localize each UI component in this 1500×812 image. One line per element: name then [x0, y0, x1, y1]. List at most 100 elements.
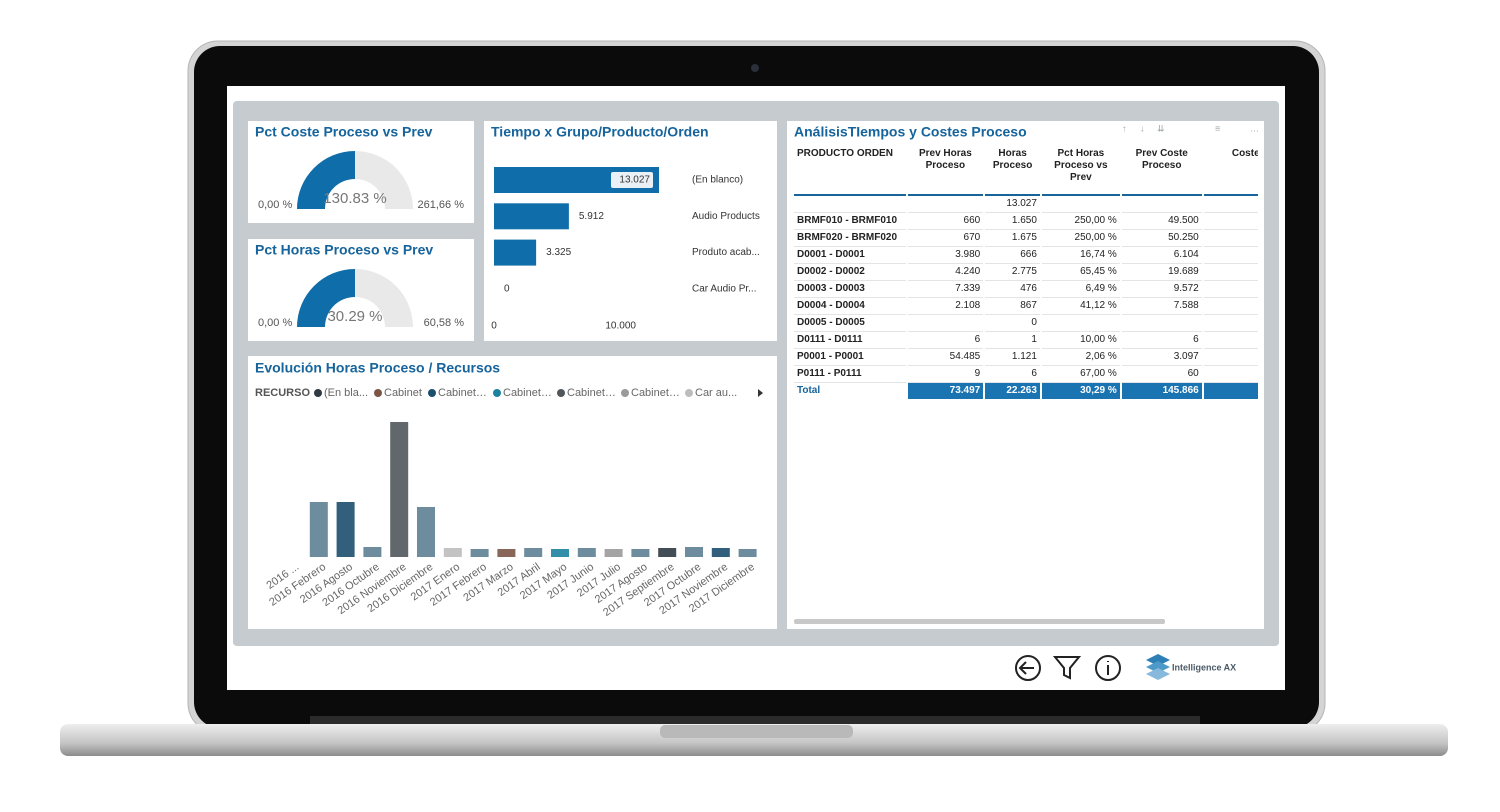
- table-cell: BRMF010 - BRMF010: [794, 213, 906, 230]
- panel: [484, 121, 777, 341]
- logo-layer: [1146, 668, 1170, 680]
- icon[interactable]: ⇊: [1157, 123, 1165, 133]
- table-cell: D0001 - D0001: [794, 247, 906, 264]
- table-cell: 49.500: [1121, 213, 1202, 230]
- table-cell: D0004 - D0004: [794, 298, 906, 315]
- table-cell: D0002 - D0002: [794, 264, 906, 281]
- table-cell: 65,45 %: [1041, 264, 1120, 281]
- column-header: PRODUCTO ORDEN: [794, 146, 906, 196]
- total-cell: Total: [797, 385, 821, 396]
- table-cell: 5.951: [1203, 247, 1258, 264]
- ribbon-column: [443, 548, 462, 557]
- legend-marker: [428, 389, 436, 397]
- table-row: D0005 - D0005 0 0: [794, 315, 1258, 332]
- legend-marker: [621, 389, 629, 397]
- table-cell: 867: [985, 298, 1040, 315]
- chart-title: Pct Coste Proceso vs Prev: [255, 124, 433, 140]
- bar: [494, 203, 569, 230]
- icon[interactable]: ↓: [1140, 123, 1145, 133]
- table-cell: 6,49 %: [1041, 281, 1120, 298]
- table-cell: 6.104: [1121, 247, 1202, 264]
- info-button[interactable]: [1095, 655, 1121, 681]
- brand-name: Intelligence AX: [1172, 662, 1236, 672]
- brand-logo: [1146, 654, 1170, 680]
- table-cell: 2.108: [907, 298, 984, 315]
- table-body: 13.02745.007BRMF010 - BRMF0106601.650250…: [794, 196, 1258, 399]
- table-cell: 50.250: [1203, 230, 1258, 247]
- legend-label: (En bla...: [324, 387, 368, 399]
- table-cell: [794, 196, 906, 213]
- category-label: Car Audio Pr...: [692, 284, 756, 295]
- table-cell: [1041, 315, 1120, 332]
- table-cell: 1.650: [985, 213, 1040, 230]
- legend-next[interactable]: [758, 389, 763, 397]
- table-cell: 4.153: [1203, 281, 1258, 298]
- visual-toolbar: ↑ ↓ ⇊ ≡ …: [1122, 123, 1259, 133]
- table-cell: P0111 - P0111: [794, 366, 906, 383]
- back-button[interactable]: [1015, 655, 1041, 681]
- data-label: 3.325: [546, 247, 571, 258]
- gauge-min-label: 0,00 %: [258, 317, 292, 329]
- total-cell: 30,29 %: [1041, 383, 1120, 399]
- column-header: Prev Horas Proceso: [907, 146, 984, 196]
- table-cell: 67,00 %: [1041, 366, 1120, 383]
- clear-filter-button[interactable]: [1052, 656, 1082, 680]
- table-cell: [907, 315, 984, 332]
- table-cell: 50.250: [1121, 230, 1202, 247]
- table-cell: 13.027: [985, 196, 1040, 213]
- table-cell: 22.089: [1203, 264, 1258, 281]
- category-label: Produto acab...: [692, 247, 760, 258]
- table-cell: 16,74 %: [1041, 247, 1120, 264]
- table-cell: 9.572: [1121, 281, 1202, 298]
- column-header: Pct Horas Proceso vs Prev: [1041, 146, 1120, 196]
- table-cell: 6: [907, 332, 984, 349]
- table-cell: 45.007: [1203, 196, 1258, 213]
- table-cell: 250,00 %: [1041, 213, 1120, 230]
- ribbon-column: [390, 422, 409, 557]
- table-cell: 2,06 %: [1041, 349, 1120, 366]
- table-cell: 4.240: [907, 264, 984, 281]
- gauge-value-label: 130.83 %: [323, 190, 386, 207]
- table-cell: 6: [985, 366, 1040, 383]
- legend-marker: [314, 389, 322, 397]
- chart-title: Pct Horas Proceso vs Prev: [255, 242, 433, 258]
- table-cell: 3.980: [907, 247, 984, 264]
- x-tick-label: 0: [491, 321, 497, 332]
- icon[interactable]: ↑: [1122, 123, 1127, 133]
- legend-label: Cabinet…: [567, 387, 616, 399]
- footer-buttons: [1015, 655, 1121, 681]
- bar: [494, 239, 537, 266]
- table-cell: 1.121: [985, 349, 1040, 366]
- data-label: 0: [504, 284, 510, 295]
- table-cell: 2.775: [985, 264, 1040, 281]
- ribbon-column: [417, 507, 435, 557]
- table-cell: 9: [907, 366, 984, 383]
- logo-layer: [1146, 661, 1170, 673]
- total-cell: 145.866: [1121, 383, 1202, 399]
- icon[interactable]: …: [1250, 123, 1259, 133]
- data-table: PRODUCTO ORDEN Prev Horas Proceso Horas Pr…: [792, 146, 1258, 399]
- scrollbar[interactable]: [794, 619, 1165, 624]
- icon[interactable]: ≡: [1215, 123, 1220, 133]
- table-cell: 660: [907, 213, 984, 230]
- base-notch: [660, 725, 853, 738]
- ribbon-column: [658, 548, 677, 557]
- logo-layer: [1146, 654, 1170, 666]
- table-cell: P0001 - P0001: [794, 349, 906, 366]
- laptop-base: [60, 724, 1448, 756]
- gauge-max-label: 60,58 %: [424, 317, 465, 329]
- legend-marker: [685, 389, 693, 397]
- ribbon-column: [685, 547, 703, 557]
- ribbon-column: [604, 549, 623, 557]
- legend-label: Cabinet…: [503, 387, 552, 399]
- table-cell: [907, 196, 984, 213]
- gauge-value-label: 30.29 %: [327, 308, 382, 325]
